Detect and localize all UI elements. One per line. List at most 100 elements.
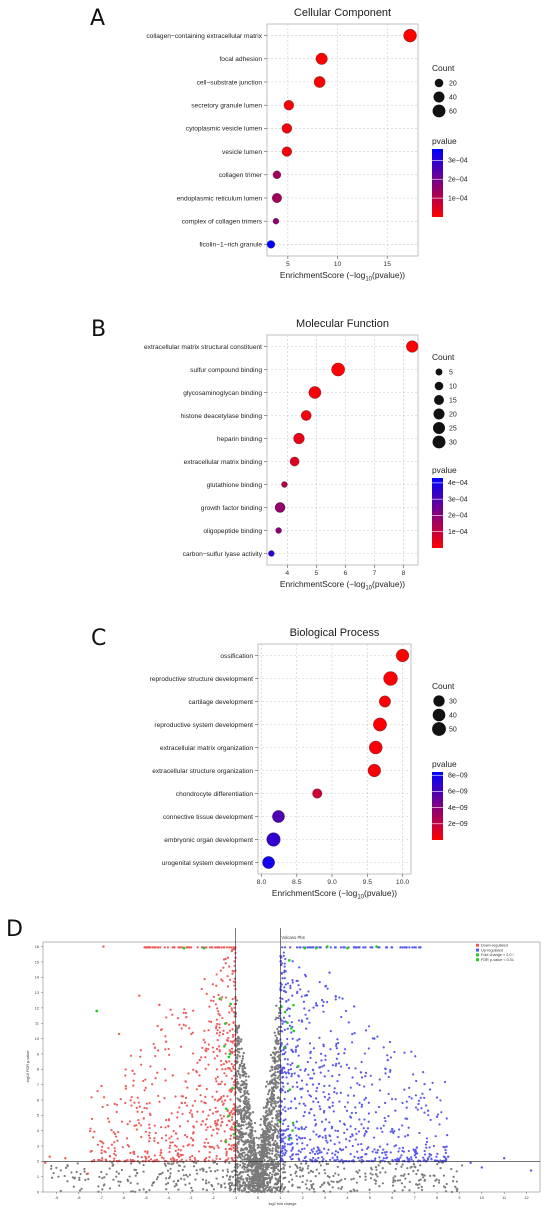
volcano-point-ns xyxy=(375,1168,378,1171)
volcano-point-down xyxy=(182,1011,185,1014)
volcano-point-up xyxy=(391,1127,394,1131)
volcano-point-ns xyxy=(248,1175,251,1178)
volcano-point-down xyxy=(154,1076,157,1080)
volcano-point-ns xyxy=(310,1186,313,1190)
volcano-point-top xyxy=(364,946,367,949)
volcano-point-down xyxy=(215,1025,218,1028)
volcano-point-ns xyxy=(239,1171,242,1175)
volcano-point-down xyxy=(191,1144,194,1147)
volcano-point-up xyxy=(389,1056,393,1059)
volcano-point-down xyxy=(203,1159,206,1162)
volcano-point-ns xyxy=(358,1169,361,1172)
volcano-point-down xyxy=(215,1157,218,1160)
volcano-point-ns xyxy=(332,1174,335,1178)
volcano-point-up xyxy=(299,1137,302,1140)
volcano-point-down xyxy=(224,957,227,960)
x-tick-label: 9 xyxy=(458,1196,460,1200)
volcano-point-ns xyxy=(253,1179,256,1182)
x-tick-label: 15 xyxy=(383,261,391,268)
volcano-point-down xyxy=(101,1156,104,1160)
volcano-point-up xyxy=(328,971,331,974)
volcano-point-ns xyxy=(217,1182,220,1185)
volcano-point-ns xyxy=(282,1163,285,1166)
volcano-point-down xyxy=(208,1145,211,1148)
size-legend-label: 30 xyxy=(449,699,457,706)
volcano-point-ns xyxy=(229,1181,232,1184)
volcano-point-up xyxy=(287,1107,290,1110)
volcano-point-up xyxy=(360,1155,364,1159)
volcano-point-ns xyxy=(242,1118,246,1121)
volcano-point-ns xyxy=(355,1189,359,1192)
volcano-point-ns xyxy=(355,1170,358,1173)
y-tick-label: 1 xyxy=(37,1175,39,1179)
volcano-point-up xyxy=(305,1083,308,1086)
volcano-point-up xyxy=(285,1149,288,1153)
volcano-point-down xyxy=(179,1045,183,1048)
volcano-point-ns xyxy=(271,1143,275,1146)
volcano-point-up xyxy=(285,1076,288,1079)
volcano-point-up xyxy=(405,1100,408,1103)
volcano-point-up xyxy=(289,1063,292,1067)
volcano-point-ns xyxy=(330,1180,333,1183)
volcano-point-up xyxy=(422,1156,425,1159)
volcano-point-down xyxy=(204,1056,207,1059)
volcano-point-highlight xyxy=(286,1021,289,1024)
panel-letter-c: C xyxy=(91,626,107,651)
volcano-point-ns xyxy=(322,1182,325,1185)
dot-point xyxy=(367,763,381,778)
volcano-point-up xyxy=(323,1147,326,1150)
volcano-point-ns xyxy=(358,1175,362,1178)
volcano-point-down xyxy=(181,1112,184,1116)
volcano-point-ns xyxy=(414,1166,417,1169)
volcano-point-ns xyxy=(327,1182,330,1185)
volcano-point-up xyxy=(373,1037,376,1040)
volcano-point-ns xyxy=(272,1095,275,1098)
volcano-point-ns xyxy=(276,1145,279,1149)
volcano-point-down xyxy=(207,1048,210,1051)
category-label: extracellular matrix organization xyxy=(160,745,253,752)
volcano-point-ns xyxy=(250,1136,253,1140)
volcano-point-up xyxy=(309,1158,312,1161)
volcano-point-ns xyxy=(274,1047,277,1051)
volcano-point-up xyxy=(298,1038,301,1041)
volcano-point-ns xyxy=(360,1161,363,1164)
volcano-point-down xyxy=(218,1031,221,1034)
volcano-point-ns xyxy=(253,1182,256,1185)
volcano-point-up xyxy=(282,1146,285,1149)
volcano-point-up xyxy=(363,1098,366,1101)
volcano-point-up xyxy=(339,1065,343,1068)
volcano-point-up xyxy=(349,1135,352,1138)
volcano-point-top xyxy=(399,946,402,949)
volcano-point-down xyxy=(220,1117,223,1120)
volcano-point-down xyxy=(204,1101,207,1105)
volcano-point-ns xyxy=(237,1042,241,1046)
volcano-point-down xyxy=(200,1056,203,1059)
volcano-point-up xyxy=(295,979,298,983)
volcano-point-highlight xyxy=(291,1129,294,1132)
volcano-point-up xyxy=(334,1129,337,1132)
volcano-point-down xyxy=(96,1143,100,1146)
volcano-point-down xyxy=(164,1139,168,1142)
volcano-point-ns xyxy=(268,1148,271,1152)
volcano-point-down xyxy=(160,1148,163,1152)
volcano-point-down xyxy=(189,1109,193,1112)
volcano-point-ns xyxy=(169,1167,172,1170)
volcano-point-ns xyxy=(66,1164,69,1167)
volcano-point-up xyxy=(392,1131,395,1135)
dot-point xyxy=(315,52,328,65)
volcano-point-ns xyxy=(252,1137,255,1140)
volcano-point-up xyxy=(309,1056,312,1059)
volcano-point-ns xyxy=(231,1182,234,1185)
volcano-point-up xyxy=(312,1130,315,1133)
volcano-point-down xyxy=(158,1003,161,1007)
volcano-point-up xyxy=(351,1033,354,1036)
x-tick-label: 6 xyxy=(344,570,348,577)
volcano-point-up xyxy=(291,1147,294,1151)
volcano-point-down xyxy=(194,1158,197,1162)
volcano-point-down xyxy=(101,1105,104,1109)
volcano-point-down xyxy=(172,1129,175,1133)
volcano-point-ns xyxy=(259,1189,262,1192)
dot-point xyxy=(289,456,300,467)
volcano-point-ns xyxy=(272,1082,275,1085)
volcano-point-ns xyxy=(248,1149,251,1152)
